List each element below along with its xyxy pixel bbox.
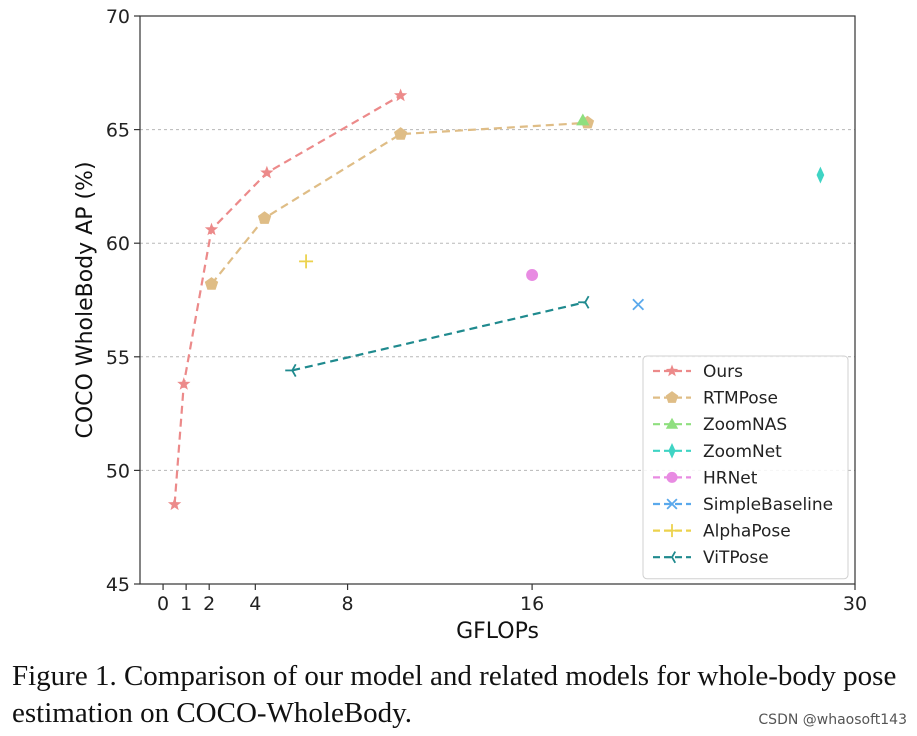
point-ours-2 <box>204 222 219 236</box>
legend-label-zoomnet: ZoomNet <box>703 442 782 462</box>
x-axis-label: GFLOPs <box>456 619 539 644</box>
legend-box <box>642 355 849 580</box>
y-tick-label-45: 45 <box>106 574 130 596</box>
legend-label-alphapose: AlphaPose <box>703 522 791 542</box>
legend-label-ours: Ours <box>703 362 743 382</box>
x-tick-label-30: 30 <box>843 593 867 615</box>
point-ours-4 <box>394 88 408 102</box>
series-line-ours <box>173 94 402 505</box>
point-rtmpose-2 <box>394 127 408 140</box>
legend-label-hrnet: HRNet <box>703 468 758 488</box>
legend-marker-zoomnas <box>665 417 679 429</box>
point-ours-1 <box>177 377 191 390</box>
x-tick-label-4: 4 <box>249 593 261 615</box>
y-tick-label-55: 55 <box>106 347 130 369</box>
legend-label-vitpose: ViTPose <box>703 548 769 568</box>
y-tick-label-70: 70 <box>106 6 130 28</box>
point-zoomnet-0 <box>816 166 825 184</box>
point-alphapose-0 <box>299 254 314 269</box>
legend-label-simplebaseline: SimpleBaseline <box>703 495 833 515</box>
legend-marker-zoomnet <box>668 443 676 459</box>
point-rtmpose-0 <box>204 277 219 290</box>
point-ours-3 <box>260 165 274 179</box>
legend-marker-vitpose <box>665 551 677 564</box>
y-axis-label: COCO WholeBody AP (%) <box>73 161 98 438</box>
legend-marker-alphapose <box>665 524 679 538</box>
legend-label-zoomnas: ZoomNAS <box>703 415 787 435</box>
x-tick-label-8: 8 <box>342 593 354 615</box>
point-vitpose-1 <box>578 295 590 309</box>
point-vitpose-0 <box>285 363 297 377</box>
point-hrnet-0 <box>526 269 539 281</box>
legend: Ours RTMPose ZoomNAS ZoomNet HRNet SimpleBase… <box>642 355 849 580</box>
point-ours-0 <box>167 497 182 511</box>
x-tick-label-2: 2 <box>203 593 215 615</box>
series-line-rtmpose <box>210 121 588 285</box>
legend-marker-rtmpose <box>665 391 679 403</box>
legend-marker-simplebaseline <box>666 498 678 510</box>
chart: 45 50 55 60 65 70 0 1 2 4 8 16 30 GFLOPs COCO WholeBod… <box>73 6 867 644</box>
y-tick-label-65: 65 <box>106 120 130 142</box>
legend-marker-hrnet <box>666 471 678 483</box>
plot-frame <box>139 15 856 585</box>
y-tick-label-60: 60 <box>106 233 130 255</box>
legend-label-rtmpose: RTMPose <box>703 389 778 409</box>
figure-caption: Figure 1. Comparison of our model and re… <box>12 660 897 729</box>
x-tick-label-1: 1 <box>180 593 192 615</box>
legend-marker-ours <box>665 364 679 377</box>
x-tick-label-0: 0 <box>157 593 169 615</box>
watermark: CSDN @whaosoft143 <box>758 712 907 728</box>
x-tick-label-16: 16 <box>520 593 544 615</box>
point-zoomnas-0 <box>576 113 590 126</box>
y-tick-label-50: 50 <box>106 460 130 482</box>
point-rtmpose-1 <box>257 211 272 224</box>
series-line-vitpose <box>291 301 586 372</box>
point-simplebaseline-0 <box>632 298 645 311</box>
